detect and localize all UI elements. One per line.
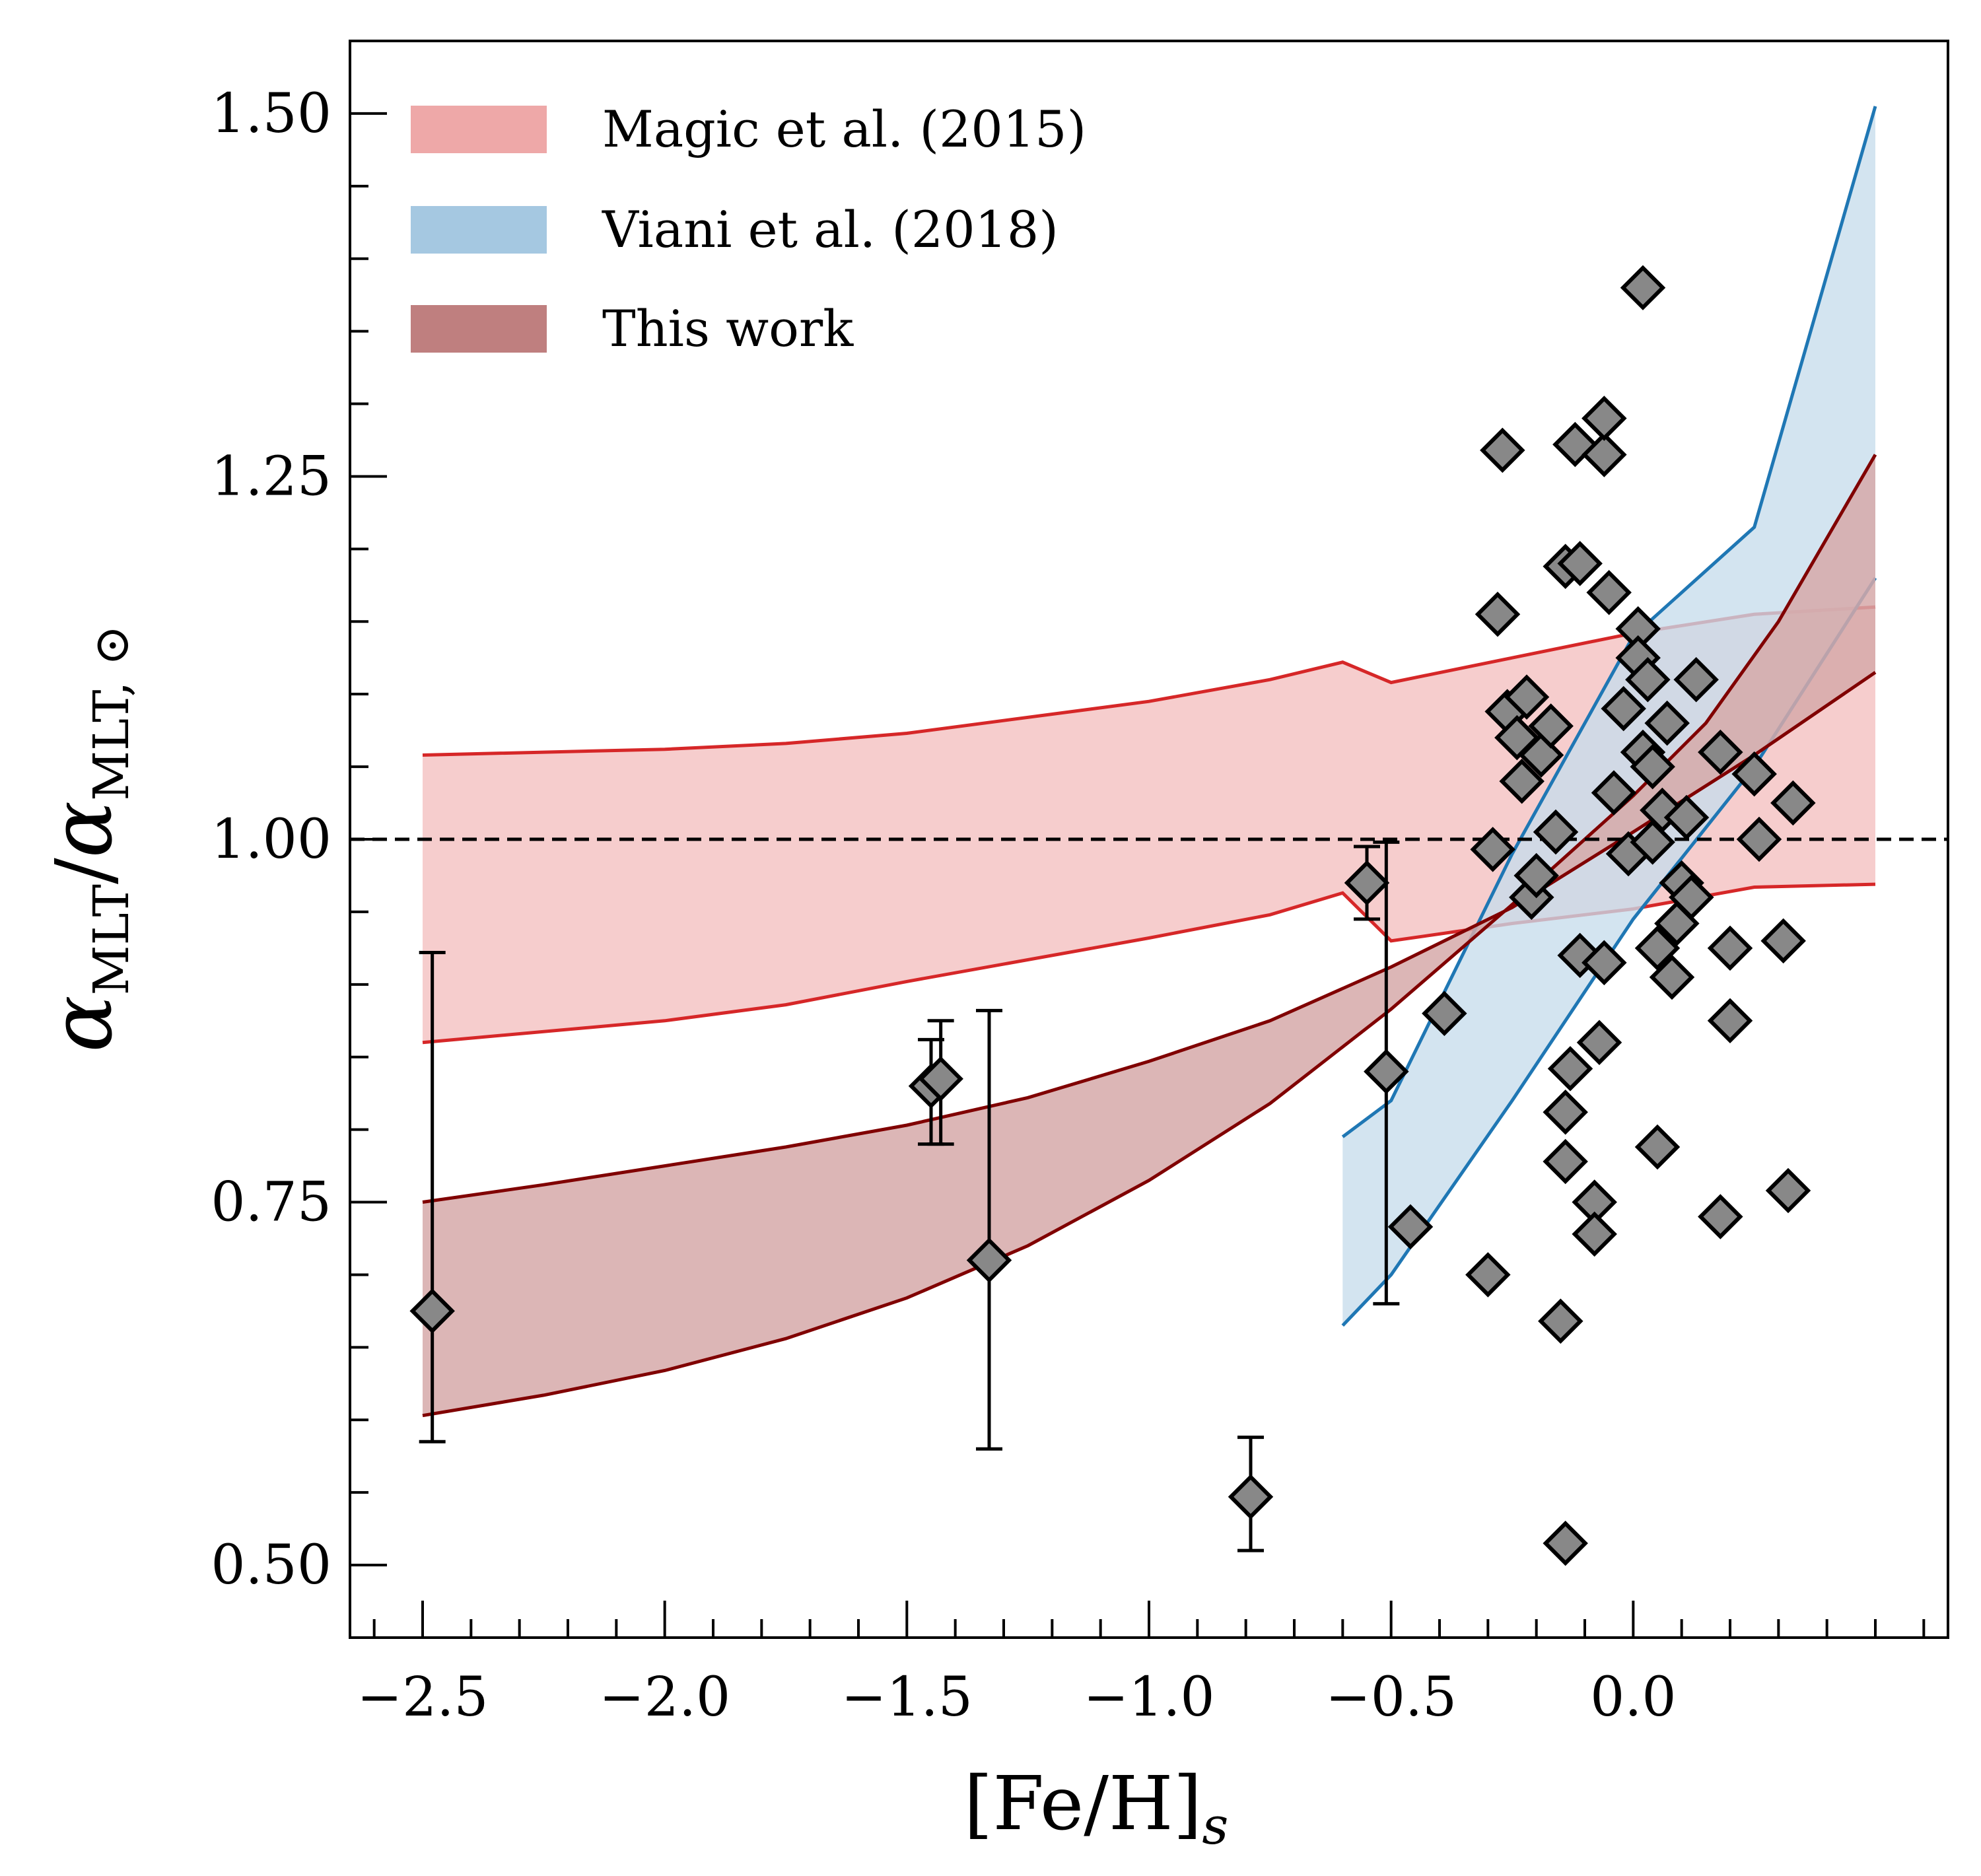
x-tick-label-2: −1.5	[841, 1666, 973, 1729]
data-point-54	[1707, 925, 1753, 971]
y-tick-label-1: 0.75	[211, 1171, 331, 1234]
band-lower-line-this-work	[422, 454, 1877, 1418]
data-point-38	[1625, 656, 1671, 703]
data-point-19	[1547, 1046, 1593, 1092]
data-point-52	[1698, 729, 1743, 775]
data-point-23	[1557, 541, 1603, 586]
y-tick-label-2: 1.00	[211, 808, 331, 871]
data-point-49	[1669, 874, 1714, 921]
data-point-41	[1634, 1124, 1681, 1170]
data-point-1	[1422, 990, 1467, 1037]
y-axis-label-sub2: MLT, ⊙	[83, 625, 140, 800]
data-point-16	[1543, 1520, 1588, 1566]
errorbar-point-4	[1228, 1474, 1274, 1520]
legend: Magic et al. (2015) Viani et al. (2018) …	[411, 100, 1086, 358]
data-point-2	[1465, 1252, 1511, 1298]
data-point-30	[1586, 570, 1632, 615]
data-point-57	[1760, 918, 1806, 964]
y-axis-label: αMLT/αMLT, ⊙	[33, 625, 140, 1052]
legend-label-this-work: This work	[602, 299, 854, 358]
data-point-26	[1576, 1020, 1622, 1065]
legend-label-viani-2018: Viani et al. (2018)	[602, 200, 1059, 259]
data-point-40	[1630, 744, 1675, 790]
data-point-11	[1513, 852, 1559, 899]
y-axis-label-slash: /	[38, 858, 129, 884]
data-point-14	[1533, 809, 1579, 855]
x-tick-label-4: −0.5	[1325, 1666, 1457, 1729]
data-point-44	[1644, 700, 1690, 746]
y-tick-label-0: 0.50	[211, 1534, 331, 1597]
x-axis-label-main: [Fe/H]	[964, 1761, 1202, 1847]
data-point-45	[1649, 954, 1695, 1000]
x-axis-label-sub: s	[1202, 1797, 1228, 1856]
x-tick-label-5: 0.0	[1590, 1666, 1676, 1729]
legend-label-magic-2015: Magic et al. (2015)	[602, 100, 1086, 158]
errorbar-point-2	[918, 1056, 963, 1101]
data-point-51	[1698, 1194, 1743, 1239]
data-point-48	[1663, 794, 1710, 841]
band-lower-line-magic-et-al-2015	[422, 882, 1876, 1045]
x-tick-label-3: −1.0	[1083, 1666, 1214, 1729]
band-upper-line-viani-et-al-2018	[1341, 106, 1877, 1138]
data-point-4	[1475, 592, 1521, 637]
x-tick-label-1: −2.0	[599, 1666, 730, 1729]
data-point-0	[1387, 1204, 1434, 1250]
data-point-9	[1504, 674, 1550, 720]
band-fill-this-work	[423, 454, 1875, 1416]
data-point-59	[1770, 780, 1816, 826]
data-point-50	[1673, 656, 1719, 703]
data-point-56	[1736, 816, 1782, 862]
data-point-25	[1572, 1211, 1617, 1257]
y-axis-label-sub1: MLT	[83, 884, 140, 995]
data-point-29	[1581, 396, 1627, 441]
points-layer	[1387, 265, 1816, 1566]
data-point-37	[1620, 265, 1666, 310]
errorbar-point-0	[409, 1288, 455, 1334]
data-point-53	[1707, 998, 1753, 1044]
data-point-32	[1601, 685, 1646, 732]
legend-swatch-viani-2018	[411, 206, 547, 254]
band-upper-line-this-work	[422, 671, 1877, 1204]
data-point-3	[1470, 827, 1515, 872]
data-point-27	[1581, 940, 1627, 986]
data-point-13	[1528, 703, 1574, 749]
y-tick-label-3: 1.25	[211, 445, 331, 508]
data-point-15	[1538, 1298, 1583, 1344]
errorbar-point-5	[1344, 860, 1390, 906]
y-axis-ticks: 0.50 0.75 1.00 1.25 1.50	[211, 40, 387, 1639]
data-point-18	[1543, 1090, 1588, 1135]
data-point-5	[1480, 427, 1525, 473]
errorbar-layer	[409, 840, 1409, 1552]
y-axis-label-alpha2: α	[33, 801, 131, 858]
data-point-28	[1581, 432, 1627, 477]
x-tick-label-0: −2.5	[357, 1666, 488, 1729]
legend-swatch-magic-2015	[411, 106, 547, 153]
data-point-58	[1765, 1167, 1811, 1214]
x-axis-ticks: −2.5 −2.0 −1.5 −1.0 −0.5 0.0	[357, 1601, 1926, 1729]
x-axis-label: [Fe/H]s	[964, 1761, 1229, 1856]
data-point-8	[1499, 758, 1545, 804]
y-axis-label-alpha1: α	[33, 995, 131, 1052]
y-tick-label-4: 1.50	[211, 83, 331, 145]
errorbar-point-6	[1364, 1049, 1409, 1094]
data-point-42	[1634, 925, 1681, 971]
data-point-55	[1731, 751, 1777, 797]
data-point-17	[1543, 1138, 1588, 1185]
errorbar-point-3	[966, 1237, 1012, 1283]
legend-swatch-this-work	[411, 305, 547, 353]
data-point-31	[1591, 770, 1637, 816]
